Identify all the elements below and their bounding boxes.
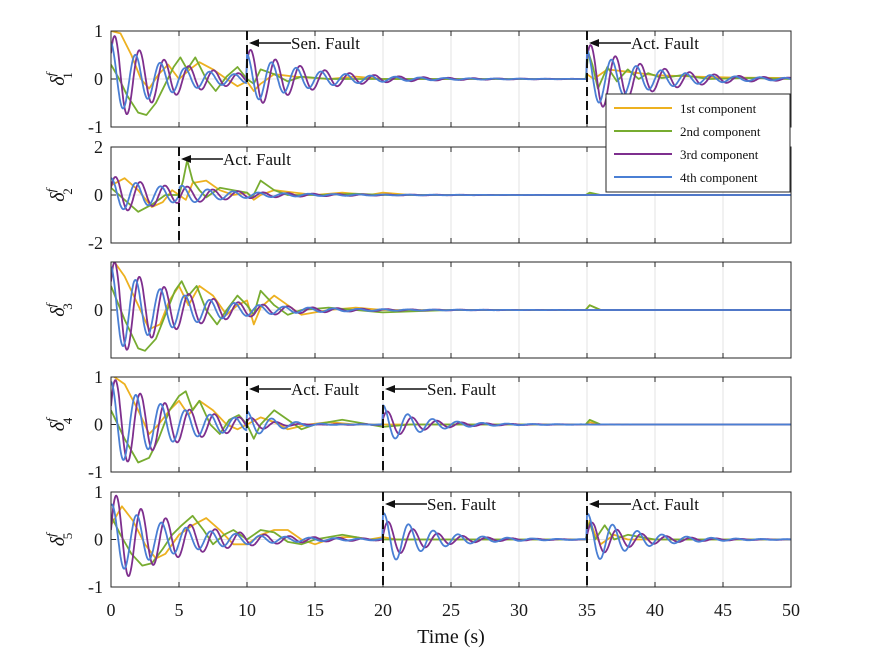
legend-entry-label: 4th component bbox=[680, 170, 758, 185]
y-axis-label: δf 4 bbox=[43, 416, 75, 431]
y-axis-label: δf 3 bbox=[43, 301, 75, 316]
series-line-4th-component bbox=[111, 42, 791, 110]
y-axis-label: δf 5 bbox=[43, 531, 75, 546]
annotation-label: Act. Fault bbox=[291, 380, 359, 399]
y-tick-label: 0 bbox=[94, 69, 103, 89]
x-tick-label: 15 bbox=[306, 600, 324, 620]
panel-3: 0 δf 3 bbox=[43, 261, 792, 359]
annotation-label: Act. Fault bbox=[631, 495, 699, 514]
series-group bbox=[111, 262, 791, 352]
legend-entry-label: 1st component bbox=[680, 101, 757, 116]
legend: 1st component 2nd component 3rd component 4… bbox=[605, 93, 791, 193]
y-tick-label: 0 bbox=[94, 300, 103, 320]
x-tick-label: 25 bbox=[442, 600, 460, 620]
y-tick-label: 2 bbox=[94, 137, 103, 157]
annotation-arrow-head bbox=[385, 500, 395, 508]
annotation-arrow-head bbox=[249, 39, 259, 47]
x-tick-label: 35 bbox=[578, 600, 596, 620]
series-group bbox=[111, 31, 791, 116]
y-tick-label: 1 bbox=[94, 21, 103, 41]
annotation-arrow-head bbox=[385, 385, 395, 393]
y-tick-label: -2 bbox=[88, 233, 103, 253]
y-tick-label: -1 bbox=[88, 117, 103, 137]
x-axis-label: Time (s) bbox=[417, 626, 485, 648]
series-group bbox=[111, 377, 791, 464]
annotation-arrow-head bbox=[589, 39, 599, 47]
x-tick-label: 40 bbox=[646, 600, 664, 620]
panel-1: -1 0 1 δf 1 Sen. Fault Act. Fault bbox=[43, 21, 792, 137]
y-tick-label: 0 bbox=[94, 185, 103, 205]
x-tick-label: 50 bbox=[782, 600, 800, 620]
y-axis-label: δf 1 bbox=[43, 70, 75, 85]
series-line-4th-component bbox=[111, 503, 791, 570]
annotation-label: Sen. Fault bbox=[291, 34, 360, 53]
annotation-arrow-head bbox=[181, 155, 191, 163]
annotation-label: Act. Fault bbox=[631, 34, 699, 53]
annotation-label: Sen. Fault bbox=[427, 380, 496, 399]
series-group bbox=[111, 494, 791, 577]
annotation-label: Act. Fault bbox=[223, 150, 291, 169]
y-tick-label: 0 bbox=[94, 415, 103, 435]
legend-entry-label: 2nd component bbox=[680, 124, 761, 139]
x-tick-label: 0 bbox=[107, 600, 116, 620]
series-line-4th-component bbox=[111, 177, 791, 211]
y-tick-label: -1 bbox=[88, 462, 103, 482]
series-line-4th-component bbox=[111, 266, 791, 347]
y-tick-label: 1 bbox=[94, 367, 103, 387]
series-group bbox=[111, 159, 791, 213]
y-axis-label: δf 2 bbox=[43, 186, 75, 201]
annotation-arrow-head bbox=[589, 500, 599, 508]
x-tick-label: 45 bbox=[714, 600, 732, 620]
panel-4: -1 0 1 δf 4 Act. Fault Sen. Fault bbox=[43, 367, 792, 482]
series-line-4th-component bbox=[111, 381, 791, 461]
x-tick-label: 30 bbox=[510, 600, 528, 620]
annotation-arrow-head bbox=[249, 385, 259, 393]
annotation-label: Sen. Fault bbox=[427, 495, 496, 514]
x-tick-label: 20 bbox=[374, 600, 392, 620]
legend-entry-label: 3rd component bbox=[680, 147, 759, 162]
x-tick-label: 5 bbox=[175, 600, 184, 620]
y-tick-label: 0 bbox=[94, 530, 103, 550]
x-tick-label: 10 bbox=[238, 600, 256, 620]
y-tick-label: -1 bbox=[88, 577, 103, 597]
legend-box bbox=[605, 93, 791, 193]
y-tick-label: 1 bbox=[94, 482, 103, 502]
